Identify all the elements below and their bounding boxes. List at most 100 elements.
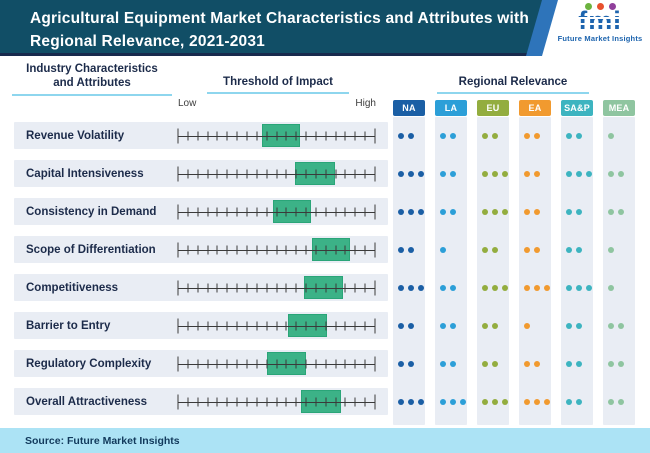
relevance-dot xyxy=(492,246,498,253)
scale-tick xyxy=(305,131,307,140)
relevance-dot xyxy=(502,284,508,291)
relevance-dot-group xyxy=(608,398,624,405)
relevance-dot-group xyxy=(566,132,582,139)
impact-scale xyxy=(177,236,376,263)
relevance-dot-group xyxy=(566,322,582,329)
relevance-dot xyxy=(576,360,582,367)
scale-tick xyxy=(177,280,179,295)
relevance-dot xyxy=(482,208,488,215)
scale-tick xyxy=(305,283,307,292)
relevance-dot xyxy=(534,170,540,177)
relevance-dot xyxy=(492,398,498,405)
scale-tick xyxy=(246,131,248,140)
attribute-rows: Revenue Volatility Capital Intensiveness C… xyxy=(14,122,388,426)
relevance-dot xyxy=(524,398,530,405)
table-row: Barrier to Entry xyxy=(14,312,388,339)
scale-tick xyxy=(187,397,189,406)
region-column-sap: SA&P xyxy=(561,100,593,425)
relevance-dot-group xyxy=(440,170,456,177)
relevance-dot xyxy=(398,360,404,367)
scale-tick xyxy=(266,245,268,254)
scale-tick xyxy=(276,321,277,330)
impact-scale xyxy=(177,122,376,149)
relevance-dot xyxy=(398,132,404,139)
region-column-la: LA xyxy=(435,100,467,425)
scale-tick xyxy=(236,207,238,216)
scale-tick xyxy=(374,394,376,409)
scale-tick xyxy=(285,169,287,178)
relevance-dot-group xyxy=(608,208,624,215)
scale-tick xyxy=(236,359,238,368)
relevance-dot xyxy=(608,284,614,291)
threshold-column-header: Threshold of Impact xyxy=(207,75,349,95)
relevance-dot-group xyxy=(398,170,424,177)
relevance-dot xyxy=(408,132,414,139)
relevance-dot-group xyxy=(440,284,456,291)
scale-tick xyxy=(187,131,189,140)
scale-tick xyxy=(335,359,337,368)
relevance-dot xyxy=(524,208,530,215)
logo-dot-icon xyxy=(595,2,605,11)
relevance-dot xyxy=(576,132,582,139)
relevance-dot-group xyxy=(608,132,614,139)
scale-tick xyxy=(325,131,327,140)
scale-tick xyxy=(197,321,199,330)
relevance-dot xyxy=(608,208,614,215)
relevance-dot-group xyxy=(398,208,424,215)
scale-tick xyxy=(285,207,287,216)
region-column-mea: MEA xyxy=(603,100,635,425)
scale-tick xyxy=(364,245,366,254)
scale-tick xyxy=(256,207,258,216)
scale-tick xyxy=(295,397,297,406)
scale-tick xyxy=(246,397,248,406)
scale-tick xyxy=(246,245,248,254)
relevance-dot xyxy=(566,284,572,291)
scale-tick xyxy=(305,245,307,254)
row-label: Scope of Differentiation xyxy=(26,243,156,256)
row-label: Competitiveness xyxy=(26,281,119,294)
region-column-na: NA xyxy=(393,100,425,425)
relevance-dot xyxy=(524,246,530,253)
source-text: Source: Future Market Insights xyxy=(25,434,180,447)
relevance-dot xyxy=(618,398,624,405)
relevance-dot xyxy=(566,208,572,215)
relevance-dot xyxy=(618,170,624,177)
scale-tick xyxy=(276,397,277,406)
impact-scale xyxy=(177,350,376,377)
scale-tick xyxy=(246,283,248,292)
scale-tick xyxy=(285,321,287,330)
table-row: Scope of Differentiation xyxy=(14,236,388,263)
relevance-dot xyxy=(618,322,624,329)
scale-tick xyxy=(374,242,376,257)
row-label: Capital Intensiveness xyxy=(26,167,144,180)
relevance-dot-group xyxy=(482,360,498,367)
relevance-dot-group xyxy=(566,170,592,177)
relevance-dot xyxy=(440,360,446,367)
logo-dot-icon xyxy=(607,2,617,11)
relevance-dot xyxy=(566,360,572,367)
relevance-dot xyxy=(608,132,614,139)
table-row: Capital Intensiveness xyxy=(14,160,388,187)
scale-low-label: Low xyxy=(178,98,197,109)
scale-tick xyxy=(246,359,248,368)
relevance-dot xyxy=(492,208,498,215)
scale-tick xyxy=(177,394,179,409)
relevance-dot xyxy=(534,284,540,291)
region-chip: LA xyxy=(435,100,467,116)
scale-tick xyxy=(276,131,277,140)
scale-tick xyxy=(354,397,356,406)
header-banner: Agricultural Equipment Market Characteri… xyxy=(0,0,650,56)
scale-tick xyxy=(315,207,317,216)
relevance-dot-group xyxy=(398,132,414,139)
scale-tick xyxy=(276,169,277,178)
relevance-dot xyxy=(482,246,488,253)
scale-tick xyxy=(226,321,228,330)
scale-tick xyxy=(276,207,277,216)
scale-tick xyxy=(197,245,199,254)
scale-tick xyxy=(197,131,199,140)
scale-tick xyxy=(335,321,337,330)
scale-tick xyxy=(216,283,218,292)
logo-dot-icon xyxy=(583,2,593,11)
relevance-dot xyxy=(608,360,614,367)
relevance-dot-group xyxy=(524,284,550,291)
